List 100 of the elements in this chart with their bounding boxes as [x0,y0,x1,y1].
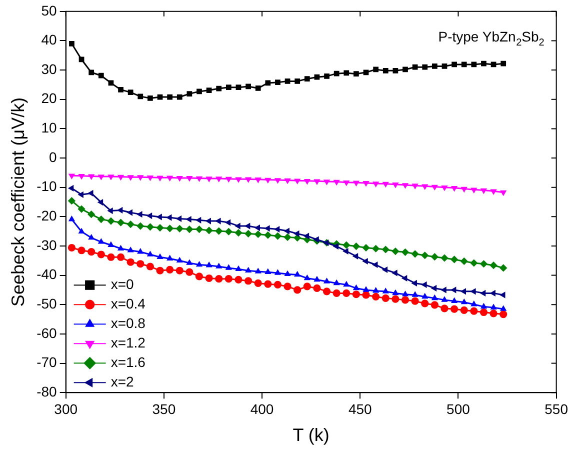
point [500,60,506,66]
point [264,178,272,184]
point [440,304,448,312]
legend-label: x=0.4 [110,295,146,312]
y-tick-label: -60 [36,324,58,341]
point [411,250,419,258]
point [264,280,272,288]
point [392,295,400,303]
point [411,280,417,287]
point [450,305,458,313]
point [401,274,408,282]
point [363,70,369,76]
point [156,224,164,232]
point [284,228,290,234]
point [303,282,311,290]
point [450,256,458,264]
point [235,265,242,272]
point [490,304,497,310]
point [78,205,86,213]
legend-label: x=1.6 [110,354,146,370]
point [215,275,223,283]
point [107,253,115,261]
point [176,94,182,100]
point [442,64,448,69]
point [254,178,262,184]
point [392,68,398,74]
point [500,292,506,298]
point [480,260,488,268]
point [116,218,125,226]
point [126,258,134,266]
point [352,242,360,250]
point [441,185,448,192]
point [137,248,144,254]
point [186,225,194,234]
point [206,262,212,268]
point [500,190,507,196]
point [422,184,428,190]
point [118,87,124,92]
point [224,228,232,236]
point [401,296,410,304]
point [88,234,95,240]
x-tick-label: 450 [348,400,372,417]
point [362,244,370,252]
point [176,224,184,232]
point [314,276,320,282]
point [166,224,174,232]
point [167,94,173,100]
point [342,241,350,249]
point [245,266,252,273]
point [216,86,222,92]
point [116,253,125,261]
point [362,181,370,187]
point [450,286,456,294]
point [156,176,164,182]
point [342,248,348,255]
point [362,286,370,292]
point [392,247,400,256]
point [304,76,310,82]
point [421,252,429,260]
point [421,281,427,288]
point [127,175,134,181]
point [490,262,498,270]
point [78,174,85,180]
point [352,290,360,298]
y-tick-label: 10 [41,120,58,136]
point [68,174,76,180]
point [176,176,183,182]
point [352,252,358,260]
point [323,278,330,284]
point [480,290,486,296]
point [412,291,418,297]
point [392,270,398,276]
point [78,228,85,234]
point [343,180,350,186]
point [88,210,96,218]
point [412,184,418,190]
point [284,282,292,290]
point [156,214,162,220]
point [432,64,438,69]
point [226,84,232,90]
point [451,186,458,192]
point [264,225,270,232]
point [156,253,164,260]
point [304,178,310,185]
point [215,218,221,224]
point [402,183,409,189]
point [186,268,194,276]
point [234,228,242,237]
point [372,244,380,252]
point [166,254,174,260]
point [500,310,508,318]
point [294,230,300,237]
y-tick-label: 0 [49,148,58,165]
point [245,177,252,183]
point [323,180,330,186]
point [234,276,242,284]
point [460,288,466,295]
point [69,40,74,46]
point [254,230,262,238]
point [294,178,301,184]
